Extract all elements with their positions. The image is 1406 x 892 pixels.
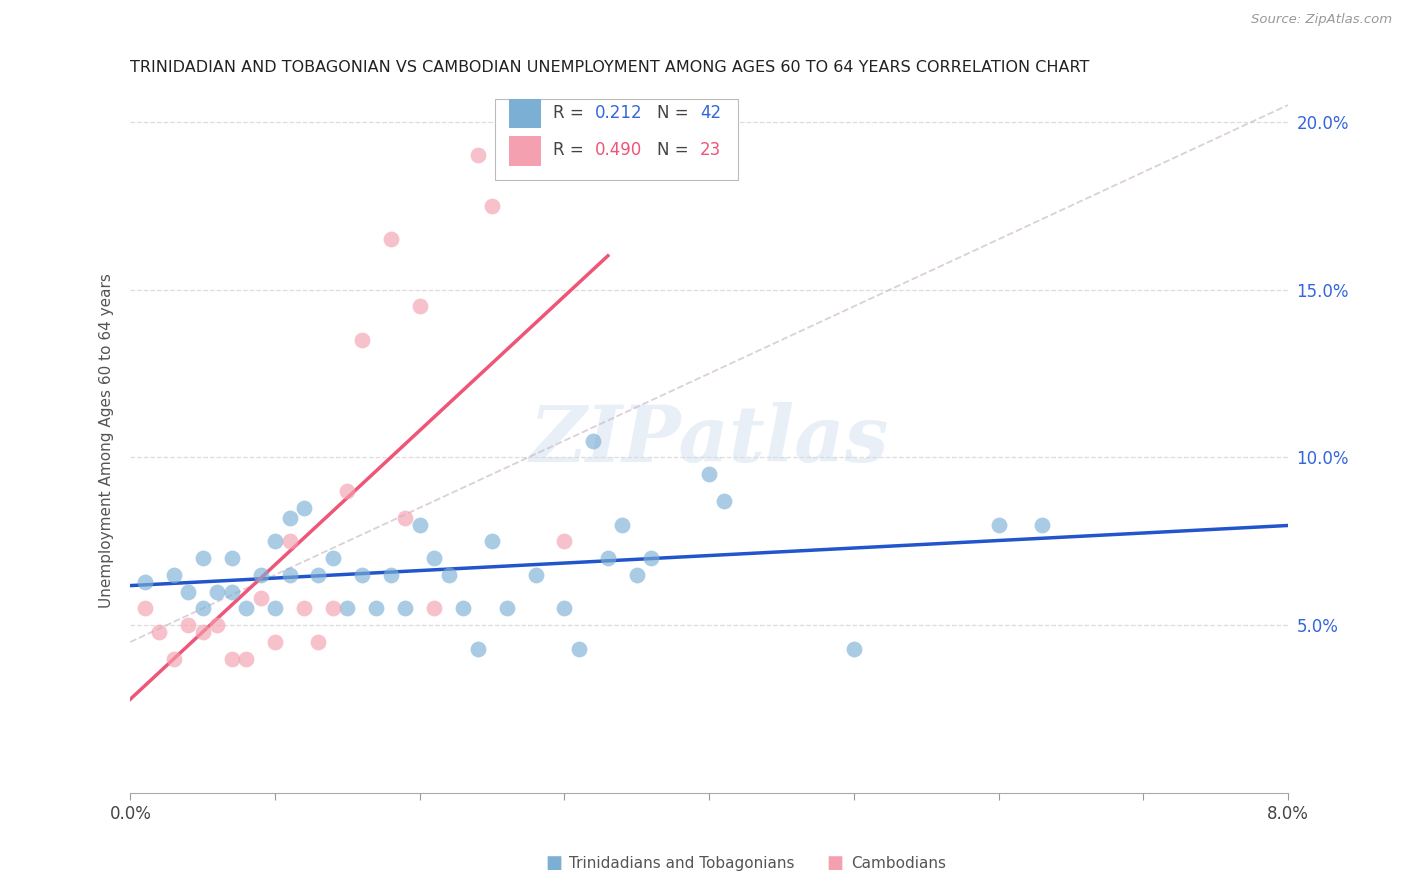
Text: Cambodians: Cambodians [851,856,946,871]
Point [336,601,359,615]
Point [495,601,517,615]
Point [640,551,662,566]
Y-axis label: Unemployment Among Ages 60 to 64 years: Unemployment Among Ages 60 to 64 years [100,273,114,608]
Point [307,567,329,582]
Point [582,434,605,448]
Point [221,652,243,666]
Point [596,551,619,566]
Text: 23: 23 [700,141,721,159]
Text: TRINIDADIAN AND TOBAGONIAN VS CAMBODIAN UNEMPLOYMENT AMONG AGES 60 TO 64 YEARS C: TRINIDADIAN AND TOBAGONIAN VS CAMBODIAN … [131,60,1090,75]
Bar [509,99,541,128]
Bar [509,136,541,166]
Point [1031,517,1053,532]
Point [366,601,388,615]
Point [264,534,287,549]
Point [292,500,315,515]
Point [177,618,200,632]
Point [380,567,402,582]
Point [697,467,720,482]
Point [423,601,446,615]
Point [163,567,186,582]
Point [553,601,575,615]
Point [568,641,591,656]
Point [336,483,359,498]
Point [350,333,373,347]
Point [394,511,416,525]
Point [467,148,489,162]
Point [612,517,634,532]
Text: Source: ZipAtlas.com: Source: ZipAtlas.com [1251,13,1392,27]
Point [322,551,344,566]
Point [350,567,373,582]
Text: 0.490: 0.490 [595,141,641,159]
Point [423,551,446,566]
Point [235,601,257,615]
Point [264,635,287,649]
Point [278,567,301,582]
Point [148,624,170,639]
Point [467,641,489,656]
Point [249,567,271,582]
Point [264,601,287,615]
Point [307,635,329,649]
Point [380,232,402,246]
Point [249,591,271,606]
Point [191,624,214,639]
Point [177,584,200,599]
Point [394,601,416,615]
Text: R =: R = [553,141,589,159]
Text: 0.212: 0.212 [595,103,643,122]
Point [481,199,503,213]
Point [221,551,243,566]
Text: N =: N = [657,103,695,122]
Point [437,567,460,582]
FancyBboxPatch shape [495,99,738,180]
Text: ■: ■ [546,855,562,872]
Point [553,534,575,549]
Point [205,584,228,599]
Point [292,601,315,615]
Point [191,601,214,615]
Point [987,517,1010,532]
Point [713,494,735,508]
Point [191,551,214,566]
Point [235,652,257,666]
Point [221,584,243,599]
Text: R =: R = [553,103,589,122]
Text: ■: ■ [827,855,844,872]
Point [134,574,156,589]
Point [322,601,344,615]
Point [409,517,432,532]
Text: 42: 42 [700,103,721,122]
Point [626,567,648,582]
Text: ZIPatlas: ZIPatlas [530,402,889,479]
Point [163,652,186,666]
Point [278,511,301,525]
Point [451,601,474,615]
Point [524,567,547,582]
Point [278,534,301,549]
Text: N =: N = [657,141,695,159]
Point [134,601,156,615]
Point [409,299,432,313]
Point [205,618,228,632]
Text: Trinidadians and Tobagonians: Trinidadians and Tobagonians [569,856,794,871]
Point [842,641,865,656]
Point [481,534,503,549]
